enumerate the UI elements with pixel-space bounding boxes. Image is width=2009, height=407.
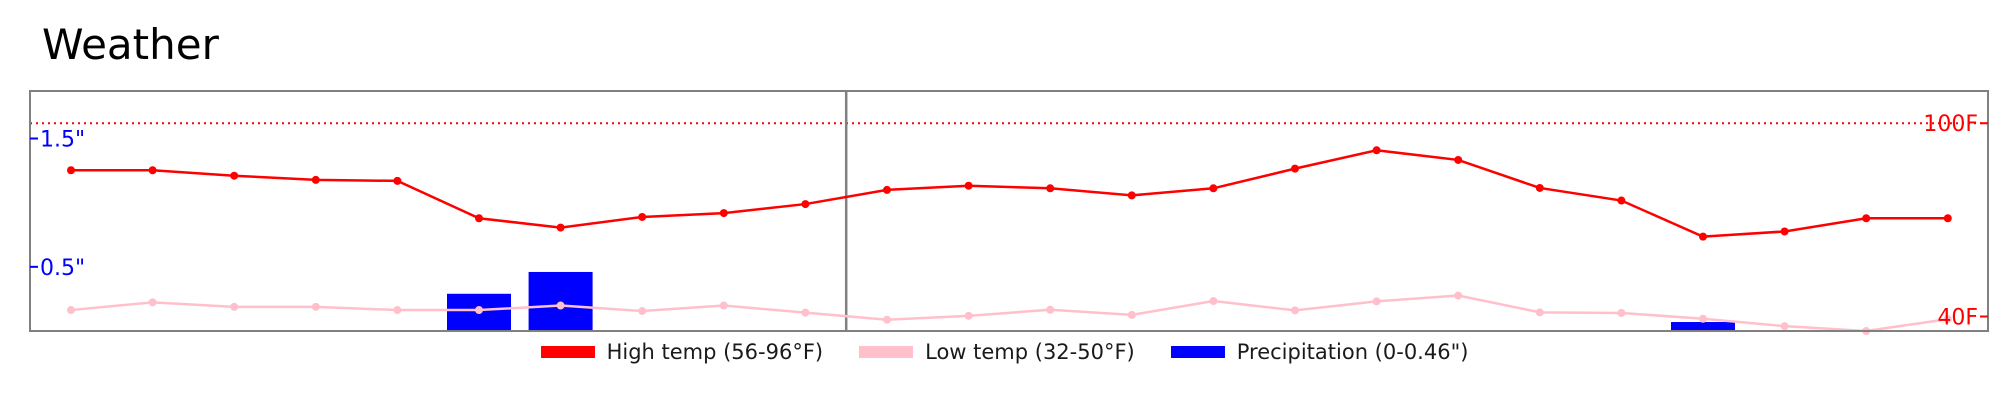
low-temp-point (148, 298, 157, 307)
high-temp-point (638, 212, 647, 221)
high-temp-line (71, 149, 1948, 238)
high-temp-point (719, 209, 728, 218)
legend-swatch-low (859, 346, 914, 358)
precip-bars (447, 271, 1735, 331)
precip-tick-label: 0.5" (40, 256, 85, 281)
low-temp-point (801, 308, 810, 317)
precip-axis: 1.5" 0.5" (30, 127, 85, 281)
high-temp-point (1046, 184, 1055, 193)
precip-bar (1671, 322, 1735, 331)
low-temp-line (70, 294, 1948, 333)
high-temp-point (964, 181, 973, 190)
high-temp-point (1535, 183, 1544, 192)
high-temp-point (393, 176, 402, 185)
plot-frame (29, 90, 1989, 332)
high-temp-point (1209, 184, 1218, 193)
temp-tick-label: 100F (1923, 112, 1978, 137)
low-temp-point (719, 301, 728, 310)
low-temp-point (230, 302, 239, 311)
high-temp-point (67, 166, 75, 175)
high-temp-point (1454, 155, 1463, 164)
high-temp-point (148, 166, 157, 175)
low-temp-point (1943, 315, 1952, 324)
low-temp-point (1372, 297, 1381, 306)
high-temp-point (1943, 214, 1952, 223)
low-temp-point (1535, 308, 1544, 317)
high-temp-series (67, 146, 1952, 241)
low-temp-point (1699, 314, 1707, 323)
low-temp-point (1046, 305, 1055, 314)
low-temp-point (1127, 310, 1136, 319)
high-temp-point (1372, 146, 1381, 155)
low-temp-point (638, 307, 647, 316)
low-temp-point (964, 311, 973, 320)
high-temp-point (475, 214, 483, 223)
low-temp-point (67, 306, 75, 315)
legend-low: Low temp (32-50°F) (859, 340, 1135, 364)
low-temp-point (311, 302, 320, 311)
precip-tick-label: 1.5" (40, 127, 85, 152)
high-temp-point (1127, 191, 1136, 200)
legend-label-precip: Precipitation (0-0.46") (1236, 340, 1469, 364)
low-temp-point (1780, 322, 1789, 331)
high-temp-point (801, 200, 810, 209)
low-temp-point (556, 301, 565, 310)
legend-label-low: Low temp (32-50°F) (925, 340, 1135, 364)
low-temp-point (1209, 297, 1218, 306)
high-temp-point (1699, 232, 1707, 241)
temp-tick-label: 40F (1937, 306, 1978, 331)
high-temp-point (1291, 164, 1299, 173)
high-temp-point (1862, 214, 1871, 223)
legend-high: High temp (56-96°F) (540, 340, 824, 364)
low-temp-point (393, 306, 402, 315)
chart-title: Weather (42, 20, 219, 69)
high-temp-point (883, 185, 891, 194)
temp-axis: 100F 40F (1923, 112, 1988, 331)
low-temp-point (475, 306, 483, 315)
high-temp-point (311, 175, 320, 184)
legend-swatch-high (540, 346, 595, 358)
low-temp-point (1454, 291, 1463, 300)
high-temp-point (1780, 227, 1789, 236)
legend-swatch-precip (1170, 346, 1225, 358)
legend-label-high: High temp (56-96°F) (606, 340, 824, 364)
legend: High temp (56-96°F) Low temp (32-50°F) P… (0, 340, 2009, 364)
precip-bar (528, 271, 593, 331)
high-temp-point (556, 223, 565, 232)
high-temp-point (1617, 196, 1626, 205)
low-temp-point (883, 315, 891, 324)
low-temp-series (67, 291, 1952, 335)
low-temp-point (1617, 308, 1626, 317)
high-temp-point (230, 171, 239, 180)
low-temp-point (1291, 306, 1299, 315)
legend-precip: Precipitation (0-0.46") (1170, 340, 1469, 364)
